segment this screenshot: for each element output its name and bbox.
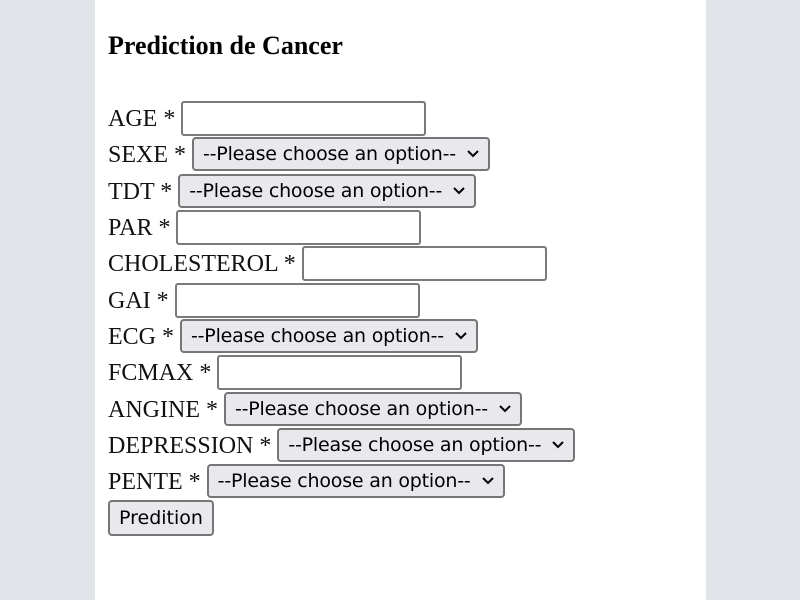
form-row-fcmax: FCMAX * xyxy=(108,354,698,391)
tdt-select-value: --Please choose an option-- xyxy=(189,179,443,202)
form-row-age: AGE * xyxy=(108,100,698,137)
pente-label: PENTE * xyxy=(108,469,201,496)
fcmax-label: FCMAX * xyxy=(108,360,212,387)
cholesterol-label: CHOLESTEROL * xyxy=(108,251,296,278)
depression-label: DEPRESSION * xyxy=(108,432,272,459)
chevron-down-icon xyxy=(481,477,494,485)
chevron-down-icon xyxy=(467,150,479,158)
chevron-down-icon xyxy=(455,332,467,340)
angine-select[interactable]: --Please choose an option-- xyxy=(223,391,522,426)
form-row-pente: PENTE * --Please choose an option-- xyxy=(108,463,698,499)
sexe-select-value: --Please choose an option-- xyxy=(203,143,456,166)
depression-select-value: --Please choose an option-- xyxy=(288,433,542,456)
angine-select-value: --Please choose an option-- xyxy=(234,397,488,420)
form-row-submit: Predition xyxy=(108,499,698,536)
chevron-down-icon xyxy=(453,187,465,195)
tdt-label: TDT * xyxy=(108,178,173,205)
form-row-tdt: TDT * --Please choose an option-- xyxy=(108,173,698,209)
angine-label: ANGINE * xyxy=(108,396,218,423)
gai-input[interactable] xyxy=(174,282,420,318)
form-row-sexe: SEXE * --Please choose an option-- xyxy=(108,136,698,172)
sexe-label: SEXE * xyxy=(108,142,186,169)
sexe-select[interactable]: --Please choose an option-- xyxy=(192,137,490,172)
page-title: Prediction de Cancer xyxy=(108,31,343,60)
form-row-cholesterol: CHOLESTEROL * xyxy=(108,245,698,282)
form-row-ecg: ECG * --Please choose an option-- xyxy=(108,318,698,354)
age-label: AGE * xyxy=(108,106,176,133)
chevron-down-icon xyxy=(499,404,511,412)
page-panel: Prediction de Cancer AGE * SEXE * --Plea… xyxy=(95,0,706,600)
chevron-down-icon xyxy=(552,441,564,449)
prediction-form: AGE * SEXE * --Please choose an option--… xyxy=(108,100,698,536)
ecg-label: ECG * xyxy=(108,323,174,350)
gai-label: GAI * xyxy=(108,287,169,314)
pente-select-value: --Please choose an option-- xyxy=(217,470,471,493)
predition-submit-button[interactable]: Predition xyxy=(108,499,214,536)
ecg-select-value: --Please choose an option-- xyxy=(191,324,444,347)
age-input[interactable] xyxy=(181,101,427,137)
ecg-select[interactable]: --Please choose an option-- xyxy=(180,318,478,353)
par-input[interactable] xyxy=(176,210,422,246)
form-row-angine: ANGINE * --Please choose an option-- xyxy=(108,390,698,426)
par-label: PAR * xyxy=(108,215,171,242)
pente-select[interactable]: --Please choose an option-- xyxy=(206,464,505,499)
form-row-depression: DEPRESSION * --Please choose an option-- xyxy=(108,427,698,463)
form-row-gai: GAI * xyxy=(108,281,698,318)
form-row-par: PAR * xyxy=(108,209,698,246)
cholesterol-input[interactable] xyxy=(301,246,547,282)
depression-select[interactable]: --Please choose an option-- xyxy=(277,427,576,462)
tdt-select[interactable]: --Please choose an option-- xyxy=(178,173,477,208)
fcmax-input[interactable] xyxy=(217,355,463,391)
